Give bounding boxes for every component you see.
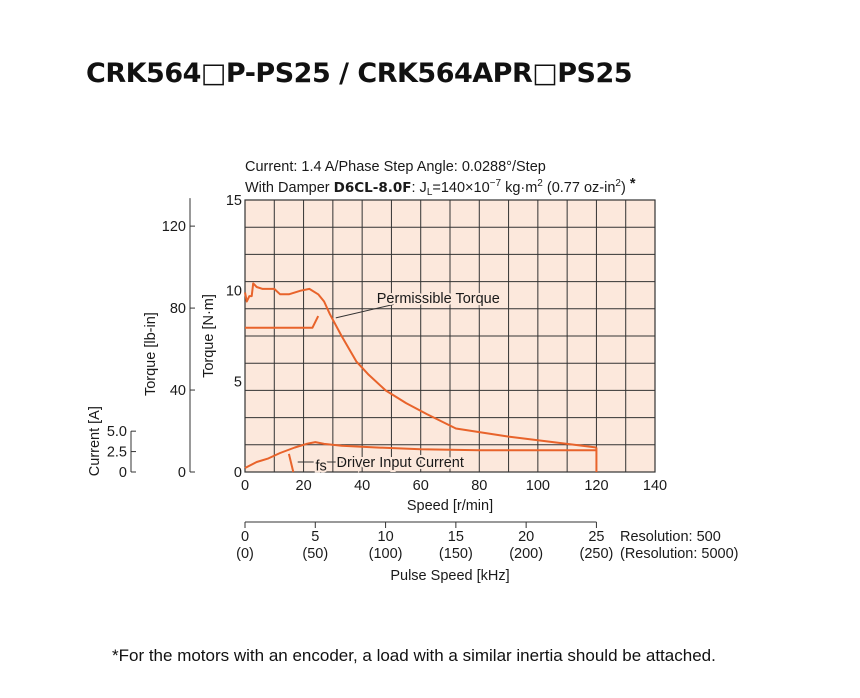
series-layer [244,282,598,473]
y-tick-nm: 5 [234,374,242,390]
pulse-tick-label: 0 [241,529,249,545]
pulse-tick-label: 5 [311,529,319,545]
footnote: *For the motors with an encoder, a load … [112,646,716,665]
y-tick-lbin: 0 [178,465,186,481]
x-tick-label: 60 [413,478,429,494]
speed-torque-chart: Current: 1.4 A/Phase Step Angle: 0.0288°… [87,159,739,584]
y-tick-current: 2.5 [107,445,127,461]
pulse-axis-title: Pulse Speed [kHz] [390,568,509,584]
cond-paren: (0.77 oz-in [543,180,616,196]
y-axis-title-current: Current [A] [87,406,103,476]
damper-model: D6CL-8.0F [334,180,412,196]
pulse-tick-sub: (150) [439,546,473,562]
y-axis-title-nm: Torque [N·m] [201,294,217,378]
x-tick-label: 80 [471,478,487,494]
pulse-tick-label: 25 [588,529,604,545]
cond-sup2: 2 [537,178,543,189]
cond-sub: L [427,187,433,198]
x-tick-label: 140 [643,478,667,494]
y-tick-current: 5.0 [107,424,127,440]
chart-condition-line-2: With Damper D6CL-8.0F: JL=140×10−7 kg·m2… [245,176,636,198]
cond-sup3: 2 [615,178,621,189]
driver-input-current-line [244,441,597,469]
grid-lines [244,199,656,473]
resolution-sub-label: (Resolution: 5000) [620,546,739,562]
y-tick-lbin: 40 [170,383,186,399]
cond-mid: : J [412,180,427,196]
driver-input-current-label: Driver Input Current [337,455,464,471]
resolution-label: Resolution: 500 [620,529,721,545]
annotation-leader [335,301,407,319]
fs-line [287,453,295,473]
chart-condition-line-1: Current: 1.4 A/Phase Step Angle: 0.0288°… [245,159,546,175]
pulse-tick-sub: (250) [579,546,613,562]
y-tick-lbin: 80 [170,301,186,317]
cond-unit: kg·m [501,180,537,196]
annotation-layer: Permissible Torque Driver Input Current fs [297,289,502,477]
pulse-tick-sub: (100) [369,546,403,562]
pulse-tick-sub: (50) [302,546,328,562]
x-tick-label: 100 [526,478,550,494]
plot-border [244,199,656,473]
x-tick-label: 40 [354,478,370,494]
pulse-tick-label: 20 [518,529,534,545]
cond-star: * [626,176,636,192]
pulse-tick-sub: (0) [236,546,254,562]
y-tick-nm: 0 [234,465,242,481]
cond-eq: =140×10 [432,180,489,196]
page-title: CRK564□P-PS25 / CRK564APR□PS25 [86,58,633,89]
x-tick-label: 120 [584,478,608,494]
pullout-torque-line [244,282,597,449]
pulse-tick-sub: (200) [509,546,543,562]
cond-sup: −7 [490,178,502,189]
permissible-torque-label: Permissible Torque [377,291,500,307]
y-tick-lbin: 120 [162,219,186,235]
x-tick-label: 0 [241,478,249,494]
y-tick-nm: 10 [226,284,242,300]
x-axis-title: Speed [r/min] [407,498,493,514]
pulse-tick-label: 10 [378,529,394,545]
y-tick-current: 0 [119,465,127,481]
permissible-torque-line [245,315,320,329]
cond-prefix: With Damper [245,180,334,196]
y-tick-nm: 15 [226,193,242,209]
fs-label: fs [316,459,327,475]
pulse-tick-label: 15 [448,529,464,545]
y-axis-title-lbin: Torque [lb-in] [143,312,159,396]
cond-close: ) [621,180,626,196]
x-tick-label: 20 [296,478,312,494]
